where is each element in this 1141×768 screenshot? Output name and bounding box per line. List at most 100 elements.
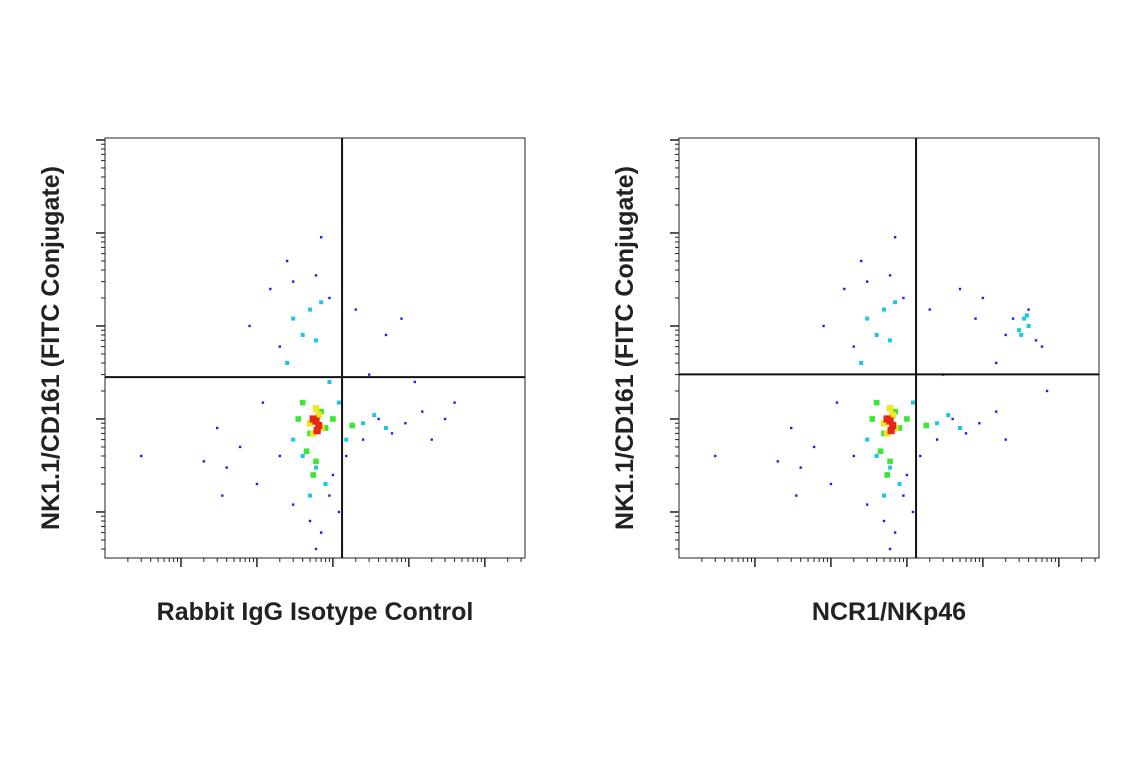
event-dot [310, 472, 316, 478]
event-dot [221, 494, 224, 497]
event-dot [291, 503, 295, 506]
event-dot [248, 324, 251, 328]
event-dot [923, 422, 930, 429]
event-dot [404, 422, 407, 425]
event-dot [319, 300, 324, 305]
event-dot [278, 454, 281, 458]
event-dot [367, 373, 371, 376]
event-dot [974, 317, 977, 320]
event-dot [318, 408, 324, 415]
event-dot [873, 399, 880, 406]
event-dot [902, 296, 905, 300]
event-dot [390, 432, 394, 435]
event-dot [852, 345, 855, 348]
event-dot [883, 415, 891, 423]
event-dot [291, 437, 296, 442]
event-dot [910, 400, 915, 405]
event-dot [361, 421, 366, 426]
event-dot [328, 494, 331, 497]
event-dot [799, 466, 802, 469]
event-dot [140, 454, 143, 458]
plot-frame [104, 137, 526, 559]
event-dot [269, 287, 272, 291]
event-dot [349, 422, 356, 429]
event-dot [315, 421, 323, 430]
event-dot [308, 493, 313, 498]
event-dot [1017, 328, 1022, 333]
event-dot [291, 316, 296, 321]
event-dot [309, 415, 317, 423]
event-dot [882, 493, 887, 498]
event-dot [330, 416, 336, 422]
event-dot [874, 332, 879, 337]
event-dot [328, 296, 331, 300]
event-dot [893, 236, 897, 239]
event-dot [843, 287, 846, 291]
event-dot [377, 417, 380, 421]
event-dot [957, 425, 962, 430]
event-dot [314, 465, 319, 470]
event-dot [981, 296, 985, 300]
event-dot [1019, 332, 1024, 337]
event-dot [300, 453, 305, 458]
event-dot [308, 307, 313, 312]
event-dot [315, 411, 322, 419]
x-axis-label: NCR1/NKp46 [812, 598, 966, 626]
event-dot [1022, 316, 1027, 321]
event-dot [313, 458, 319, 465]
event-dot [344, 437, 349, 442]
event-dot [893, 531, 897, 534]
event-dot [882, 519, 886, 523]
event-dot [829, 482, 833, 486]
event-dot [905, 473, 909, 477]
event-dot [238, 445, 242, 449]
event-dot [888, 547, 892, 551]
event-dot [285, 360, 290, 365]
event-dot [887, 426, 895, 435]
event-dot [887, 458, 893, 465]
event-dot [361, 438, 365, 441]
event-dot [893, 300, 898, 305]
event-dot [1045, 389, 1049, 393]
event-dot [1011, 317, 1015, 320]
event-dot [888, 274, 892, 277]
event-dot [345, 454, 348, 458]
event-dot [865, 280, 869, 283]
event-dot [421, 410, 424, 413]
event-dot [897, 481, 902, 486]
event-dot [714, 454, 717, 458]
event-dot [327, 379, 332, 384]
event-dot [322, 425, 329, 431]
event-dot [331, 473, 335, 477]
event-dot [978, 422, 981, 425]
event-dot [928, 308, 931, 311]
event-dot [299, 399, 306, 406]
event-dot [904, 416, 910, 422]
event-dot [889, 421, 897, 430]
event-dot [946, 413, 951, 418]
event-dot [935, 421, 940, 426]
event-dot [795, 494, 798, 497]
event-dot [1034, 339, 1038, 342]
event-dot [869, 416, 876, 422]
event-dot [911, 510, 915, 514]
event-dot [1004, 333, 1007, 337]
event-dot [314, 338, 319, 343]
event-dot [865, 503, 869, 506]
event-dot [835, 401, 839, 404]
event-dot [453, 401, 456, 404]
x-axis-label: Rabbit IgG Isotype Control [157, 598, 474, 626]
event-dot [902, 494, 905, 497]
event-dot [309, 430, 317, 437]
event-dot [919, 454, 922, 458]
y-axis-label: NK1.1/CD161 (FITC Conjugate) [37, 166, 65, 530]
event-dot [336, 400, 341, 405]
event-dot [995, 410, 998, 413]
event-dot [400, 317, 403, 320]
event-dot [995, 361, 998, 365]
event-dot [285, 259, 289, 263]
event-dot [261, 401, 265, 404]
event-dot [859, 259, 863, 263]
event-dot [822, 324, 825, 328]
event-dot [852, 454, 855, 458]
